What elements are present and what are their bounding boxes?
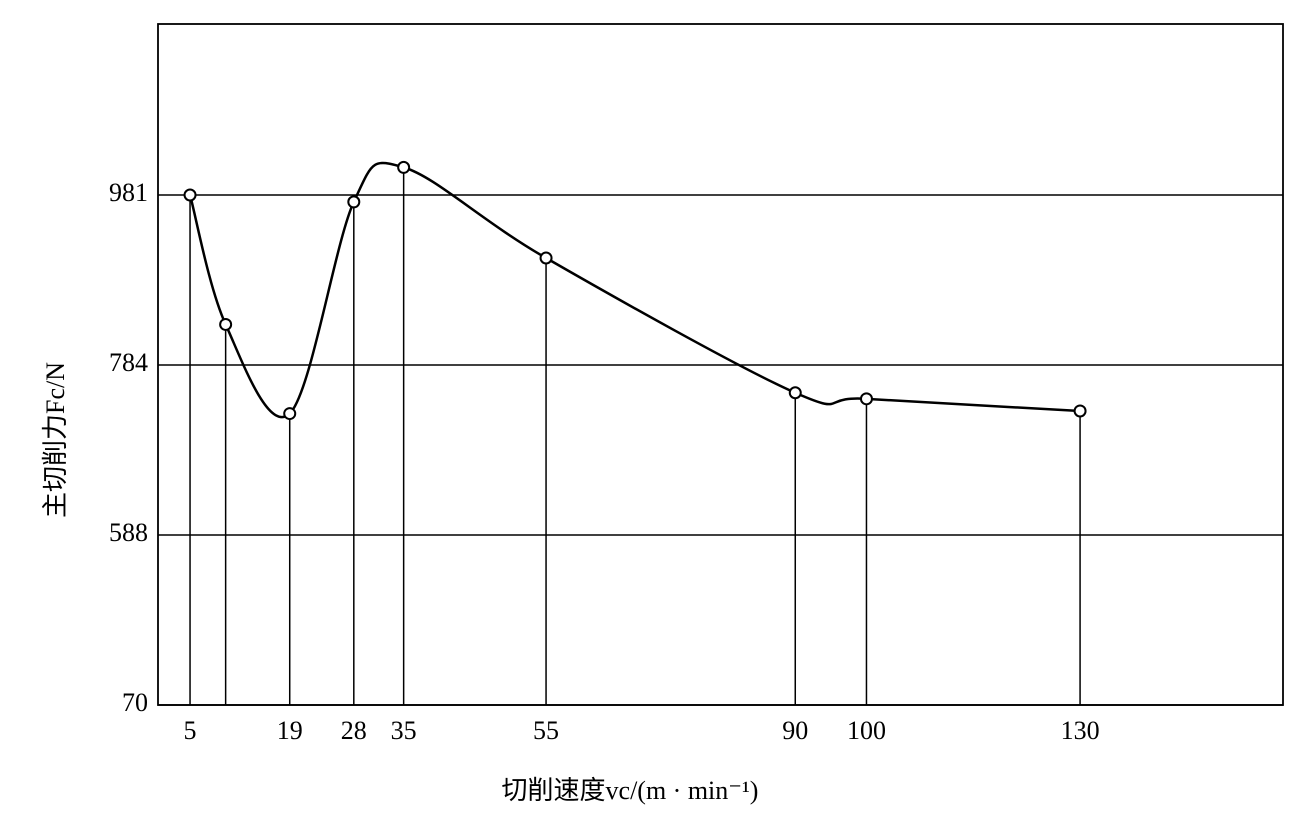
x-tick-label: 28 xyxy=(341,716,367,745)
y-tick-label: 981 xyxy=(109,178,148,207)
x-tick-label: 90 xyxy=(782,716,808,745)
point xyxy=(283,407,297,421)
point xyxy=(788,386,802,400)
x-tick-label: 55 xyxy=(533,716,559,745)
x-tick-label: 35 xyxy=(391,716,417,745)
point xyxy=(1073,404,1087,418)
x-tick-label: 130 xyxy=(1061,716,1100,745)
point xyxy=(347,195,361,209)
y-tick-label: 588 xyxy=(109,518,148,547)
y-tick-label: 784 xyxy=(109,348,148,377)
line xyxy=(188,161,1081,419)
point xyxy=(397,160,411,174)
point xyxy=(219,317,233,331)
point xyxy=(859,392,873,406)
y-axis-label: 主切削力Fc/N xyxy=(41,362,70,518)
x-tick-label: 19 xyxy=(277,716,303,745)
x-tick-label: 100 xyxy=(847,716,886,745)
x-axis-label: 切削速度vc/(m · min⁻¹) xyxy=(502,776,759,805)
point xyxy=(183,188,197,202)
point xyxy=(539,251,553,265)
x-tick-label: 5 xyxy=(184,716,197,745)
y-tick-label: 70 xyxy=(122,688,148,717)
